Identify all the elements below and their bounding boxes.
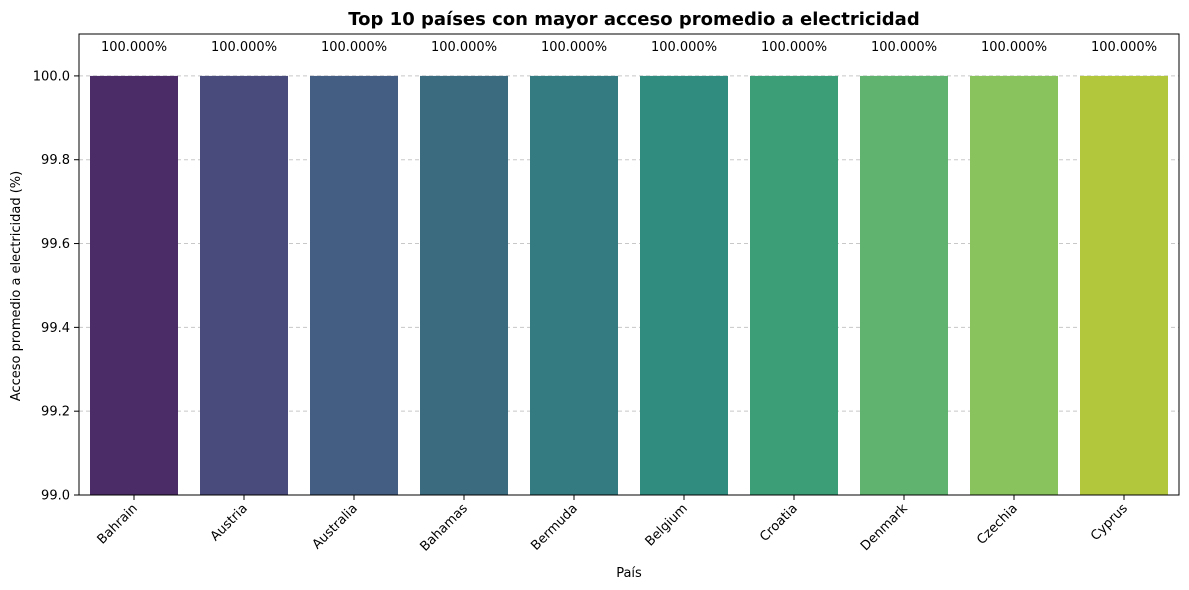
bar-value-label: 100.000% — [541, 40, 607, 55]
bar-value-label: 100.000% — [101, 40, 167, 55]
bar — [1080, 75, 1168, 495]
plot-frame — [78, 33, 1180, 496]
value-labels: 100.000% 100.000% 100.000% 100.000% 100.000%… — [101, 40, 1157, 55]
y-tick-label: 99.0 — [41, 489, 70, 504]
bar — [420, 75, 508, 495]
y-ticks: 99.0 99.2 99.4 99.6 99.8 100.0 — [33, 69, 79, 504]
axes — [78, 33, 1180, 496]
bar — [750, 75, 838, 495]
x-axis-label: País — [616, 566, 642, 581]
bar-value-label: 100.000% — [431, 40, 497, 55]
x-tick-label: Croatia — [757, 501, 801, 545]
bar — [860, 75, 948, 495]
x-tick-label: Bermuda — [528, 501, 580, 553]
y-tick-label: 99.4 — [41, 321, 70, 336]
x-tick-label: Australia — [310, 501, 361, 552]
x-tick-label: Belgium — [643, 501, 691, 549]
y-axis-label: Acceso promedio a electricidad (%) — [9, 171, 24, 401]
bar-value-label: 100.000% — [1091, 40, 1157, 55]
x-tick-label: Denmark — [858, 501, 911, 554]
bars — [90, 75, 1168, 495]
bar — [640, 75, 728, 495]
y-tick-label: 99.6 — [41, 237, 70, 252]
bar-value-label: 100.000% — [981, 40, 1047, 55]
x-tick-label: Austria — [208, 501, 251, 544]
y-tick-label: 99.2 — [41, 405, 70, 420]
bar — [200, 75, 288, 495]
bar — [90, 75, 178, 495]
x-tick-label: Czechia — [974, 501, 1021, 548]
x-tick-label: Cyprus — [1088, 501, 1131, 544]
bar-value-label: 100.000% — [761, 40, 827, 55]
chart-title: Top 10 países con mayor acceso promedio … — [348, 9, 919, 30]
bar-value-label: 100.000% — [321, 40, 387, 55]
y-tick-label: 100.0 — [33, 69, 70, 84]
x-tick-label: Bahamas — [417, 501, 471, 555]
bar-value-label: 100.000% — [211, 40, 277, 55]
x-tick-label: Bahrain — [95, 501, 141, 547]
y-tick-label: 99.8 — [41, 153, 70, 168]
bar-value-label: 100.000% — [651, 40, 717, 55]
bar — [310, 75, 398, 495]
x-ticks: Bahrain Austria Australia Bahamas Bermuda Bel… — [95, 495, 1131, 555]
bar — [970, 75, 1058, 495]
bar-value-label: 100.000% — [871, 40, 937, 55]
bar — [530, 75, 618, 495]
